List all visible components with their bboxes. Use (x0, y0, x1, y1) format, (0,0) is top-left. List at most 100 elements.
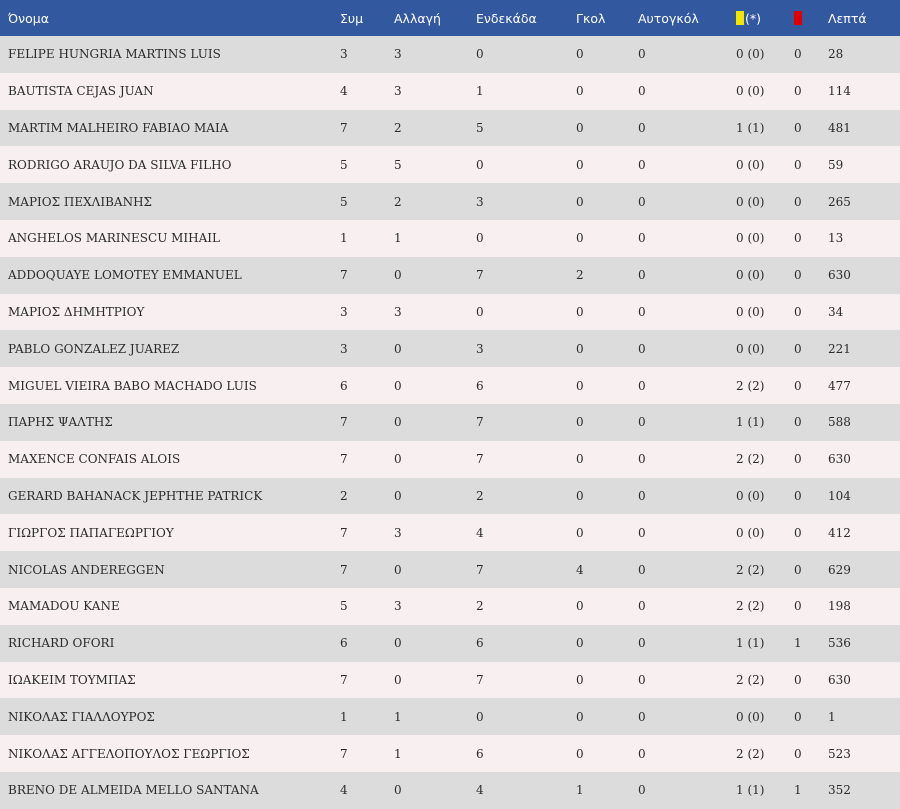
appearances-cell: 7 (340, 120, 348, 135)
table-row: ANGHELOS MARINESCU MIHAIL 1 1 0 0 0 0 (0… (0, 219, 900, 257)
minutes-cell: 114 (828, 84, 851, 99)
player-name: MARTIM MALHEIRO FABIAO MAIA (8, 120, 229, 135)
substitute-cell: 0 (394, 341, 402, 356)
yellow-cards-cell: 0 (0) (736, 84, 765, 99)
goals-cell: 4 (576, 562, 584, 577)
starting-cell: 7 (476, 672, 484, 687)
own-goals-cell: 0 (638, 672, 646, 687)
starting-cell: 4 (476, 783, 484, 798)
minutes-cell: 477 (828, 378, 851, 393)
player-name: RODRIGO ARAUJO DA SILVA FILHO (8, 157, 232, 172)
appearances-cell: 1 (340, 709, 348, 724)
col-header-goals[interactable]: Γκολ (576, 0, 638, 36)
col-header-substitute[interactable]: Αλλαγή (394, 0, 476, 36)
minutes-cell: 629 (828, 562, 851, 577)
red-cards-cell: 0 (794, 562, 802, 577)
red-cards-cell: 0 (794, 709, 802, 724)
starting-cell: 1 (476, 84, 484, 99)
appearances-cell: 1 (340, 231, 348, 246)
table-header-row: Όνομα Συμ Αλλαγή Ενδεκάδα Γκολ Αυτογκόλ … (0, 0, 900, 36)
col-header-minutes[interactable]: Λεπτά (828, 0, 900, 36)
player-name: ΝΙΚΟΛΑΣ ΑΓΓΕΛΟΠΟΥΛΟΣ ΓΕΩΡΓΙΟΣ (8, 746, 250, 761)
table-row: ADDOQUAYE LOMOTEY EMMANUEL 7 0 7 2 0 0 (… (0, 256, 900, 294)
own-goals-cell: 0 (638, 488, 646, 503)
goals-cell: 0 (576, 231, 584, 246)
goals-cell: 1 (576, 783, 584, 798)
col-header-own-goals[interactable]: Αυτογκόλ (638, 0, 736, 36)
goals-cell: 0 (576, 452, 584, 467)
yellow-cards-cell: 2 (2) (736, 672, 765, 687)
yellow-cards-cell: 0 (0) (736, 304, 765, 319)
yellow-cards-cell: 2 (2) (736, 562, 765, 577)
goals-cell: 0 (576, 709, 584, 724)
own-goals-cell: 0 (638, 47, 646, 62)
appearances-cell: 5 (340, 599, 348, 614)
table-row: ΝΙΚΟΛΑΣ ΑΓΓΕΛΟΠΟΥΛΟΣ ΓΕΩΡΓΙΟΣ 7 1 6 0 0 … (0, 735, 900, 772)
player-name: BAUTISTA CEJAS JUAN (8, 84, 154, 99)
player-name: FELIPE HUNGRIA MARTINS LUIS (8, 47, 221, 62)
red-cards-cell: 0 (794, 525, 802, 540)
yellow-cards-cell: 1 (1) (736, 120, 765, 135)
starting-cell: 2 (476, 488, 484, 503)
substitute-cell: 0 (394, 562, 402, 577)
own-goals-cell: 0 (638, 599, 646, 614)
substitute-cell: 3 (394, 599, 402, 614)
own-goals-cell: 0 (638, 120, 646, 135)
substitute-cell: 3 (394, 84, 402, 99)
table-row: ΝΙΚΟΛΑΣ ΓΙΑΛΛΟΥΡΟΣ 1 1 0 0 0 0 (0) 0 1 (0, 698, 900, 736)
minutes-cell: 481 (828, 120, 851, 135)
appearances-cell: 4 (340, 783, 348, 798)
starting-cell: 2 (476, 599, 484, 614)
goals-cell: 0 (576, 746, 584, 761)
minutes-cell: 412 (828, 525, 851, 540)
own-goals-cell: 0 (638, 636, 646, 651)
red-cards-cell: 0 (794, 157, 802, 172)
appearances-cell: 6 (340, 636, 348, 651)
red-cards-cell: 0 (794, 120, 802, 135)
yellow-cards-cell: 0 (0) (736, 47, 765, 62)
red-cards-cell: 0 (794, 341, 802, 356)
minutes-cell: 13 (828, 231, 844, 246)
appearances-cell: 7 (340, 672, 348, 687)
red-cards-cell: 0 (794, 452, 802, 467)
own-goals-cell: 0 (638, 304, 646, 319)
table-row: NICOLAS ANDEREGGEN 7 0 7 4 0 2 (2) 0 629 (0, 551, 900, 588)
red-cards-cell: 0 (794, 194, 802, 209)
goals-cell: 0 (576, 341, 584, 356)
substitute-cell: 0 (394, 452, 402, 467)
col-header-appearances[interactable]: Συμ (340, 0, 394, 36)
red-cards-cell: 0 (794, 488, 802, 503)
col-header-name[interactable]: Όνομα (0, 0, 340, 36)
table-row: BRENO DE ALMEIDA MELLO SANTANA 4 0 4 1 0… (0, 771, 900, 809)
minutes-cell: 536 (828, 636, 851, 651)
goals-cell: 0 (576, 47, 584, 62)
red-cards-cell: 0 (794, 378, 802, 393)
player-name: RICHARD OFORI (8, 636, 115, 651)
substitute-cell: 1 (394, 231, 402, 246)
starting-cell: 0 (476, 47, 484, 62)
yellow-cards-cell: 0 (0) (736, 231, 765, 246)
player-name: ΝΙΚΟΛΑΣ ΓΙΑΛΛΟΥΡΟΣ (8, 709, 155, 724)
appearances-cell: 2 (340, 488, 348, 503)
red-cards-cell: 0 (794, 268, 802, 283)
yellow-cards-cell: 2 (2) (736, 378, 765, 393)
table-row: ΜΑΡΙΟΣ ΠΕΧΛΙΒΑΝΗΣ 5 2 3 0 0 0 (0) 0 265 (0, 183, 900, 220)
minutes-cell: 59 (828, 157, 844, 172)
player-name: ΠΑΡΗΣ ΨΑΛΤΗΣ (8, 415, 113, 430)
yellow-cards-cell: 0 (0) (736, 488, 765, 503)
col-header-starting[interactable]: Ενδεκάδα (476, 0, 576, 36)
substitute-cell: 2 (394, 194, 402, 209)
own-goals-cell: 0 (638, 525, 646, 540)
col-header-red-cards[interactable] (794, 0, 828, 36)
col-header-yellow-cards[interactable]: (*) (736, 0, 794, 36)
appearances-cell: 5 (340, 194, 348, 209)
substitute-cell: 3 (394, 47, 402, 62)
goals-cell: 0 (576, 488, 584, 503)
minutes-cell: 28 (828, 47, 844, 62)
red-cards-cell: 0 (794, 47, 802, 62)
starting-cell: 6 (476, 746, 484, 761)
goals-cell: 0 (576, 194, 584, 209)
player-name: MIGUEL VIEIRA BABO MACHADO LUIS (8, 378, 257, 393)
table-row: PABLO GONZALEZ JUAREZ 3 0 3 0 0 0 (0) 0 … (0, 330, 900, 368)
starting-cell: 7 (476, 452, 484, 467)
